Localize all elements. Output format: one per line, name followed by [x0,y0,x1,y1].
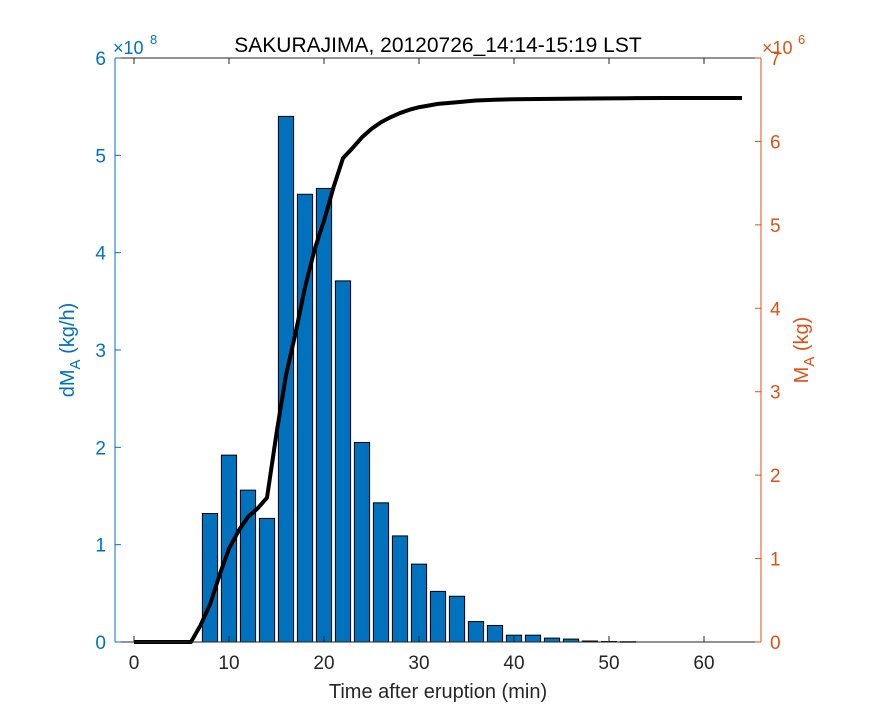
x-tick-label: 30 [408,653,429,674]
chart-title: SAKURAJIMA, 20120726_14:14-15:19 LST [234,34,642,57]
left-y-tick-label: 0 [95,633,106,654]
left-y-tick-label: 5 [95,146,106,167]
right-y-tick-label: 0 [770,633,781,654]
x-tick-label: 20 [313,653,334,674]
bar [334,280,352,643]
svg-text:×10: ×10 [762,38,793,58]
x-tick-label: 40 [503,653,524,674]
right-y-tick-label: 7 [770,49,781,70]
bar [524,634,542,643]
cumulative-line-series [134,96,742,644]
cumulative-mass-line [134,96,742,644]
left-y-tick-label: 3 [95,341,106,362]
bar [391,535,409,643]
right-y-tick-label: 1 [770,550,781,571]
bar [201,513,219,643]
x-tick-label: 60 [693,653,714,674]
bar [486,624,504,643]
bar [429,590,447,643]
right-y-tick-label: 4 [770,299,781,320]
svg-text:8: 8 [150,32,157,47]
svg-text:MA (kg): MA (kg) [791,317,818,384]
left-y-tick-label: 6 [95,49,106,70]
x-axis-ticks: 0 10 20 30 40 50 60 [129,58,715,674]
right-y-tick-label: 3 [770,383,781,404]
left-y-tick-label: 4 [95,244,106,265]
left-multiplier: ×10 8 [113,32,157,58]
x-tick-label: 50 [598,653,619,674]
bar [410,563,428,643]
x-axis-label: Time after eruption (min) [329,681,547,703]
left-y-tick-label: 2 [95,438,106,459]
bar [372,502,390,643]
svg-text:6: 6 [798,32,805,47]
bar [315,187,333,643]
left-y-axis-label: dMA (kg/h) [57,303,84,398]
right-y-tick-label: 2 [770,466,781,487]
x-tick-label: 0 [129,653,140,674]
bar [467,621,485,643]
right-y-axis-label: MA (kg) [791,317,818,384]
bar [543,637,561,643]
bar [448,595,466,643]
svg-text:dMA (kg/h): dMA (kg/h) [57,303,84,398]
right-y-tick-label: 5 [770,216,781,237]
svg-text:×10: ×10 [113,38,144,58]
left-y-axis-ticks: 0 1 2 3 4 5 6 [95,49,121,654]
right-y-tick-label: 6 [770,132,781,153]
bar [353,441,371,643]
right-y-axis-ticks: 0 1 2 3 4 5 6 7 [755,49,781,654]
right-multiplier: ×10 6 [762,32,805,58]
bar [258,517,276,643]
x-tick-label: 10 [218,653,239,674]
bar-series [201,115,637,643]
left-y-tick-label: 1 [95,536,106,557]
